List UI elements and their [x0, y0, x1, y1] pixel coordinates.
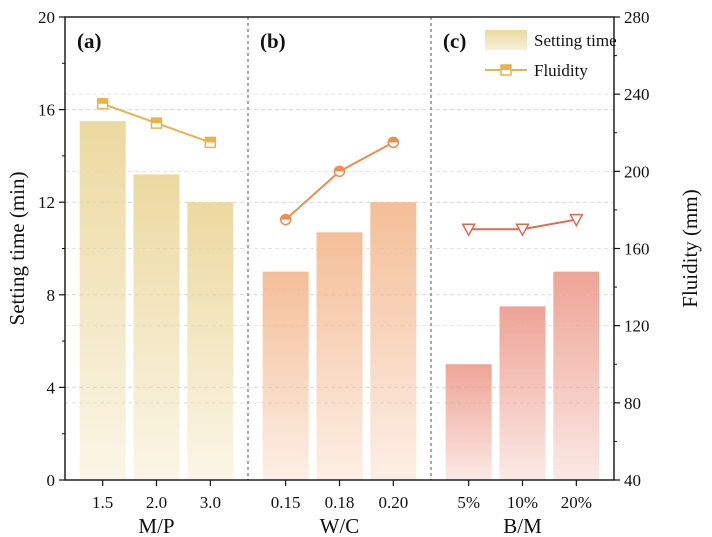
fluidity-marker: [515, 223, 530, 237]
line-layer: [96, 98, 584, 237]
x-axis-label: M/P: [138, 514, 174, 537]
text-layer: 1.5 2.0 3.0 (a) M/P 0.15 0.18 0.20 (b) W/C 5% 10% 20…: [5, 8, 702, 537]
y-right-tick-label: 200: [624, 162, 650, 181]
y-right-axis-label: Fluidity (mm): [678, 189, 702, 307]
x-tick-label: 20%: [561, 493, 592, 512]
bar-setting-time: [370, 202, 417, 480]
bar-setting-time: [499, 306, 546, 480]
y-left-tick-label: 12: [38, 193, 55, 212]
x-tick-label: 0.18: [325, 493, 355, 512]
fluidity-marker-fill: [97, 98, 108, 104]
y-right-tick-label: 160: [624, 240, 650, 259]
fluidity-marker-fill: [280, 214, 291, 220]
y-right-tick-label: 120: [624, 317, 650, 336]
y-right-tick-label: 280: [624, 8, 650, 27]
legend-swatch-setting-time: [485, 30, 527, 50]
legend-label-setting-time: Setting time: [534, 31, 617, 50]
y-left-tick-label: 16: [38, 101, 55, 120]
fluidity-marker-fill: [205, 137, 216, 143]
y-left-tick-label: 0: [47, 471, 56, 490]
bar-setting-time: [187, 202, 234, 480]
x-tick-label: 0.20: [378, 493, 408, 512]
y-right-tick-label: 40: [624, 471, 641, 490]
bar-setting-time: [133, 174, 180, 481]
y-right-tick-label: 240: [624, 85, 650, 104]
legend-marker-fill: [501, 65, 511, 70]
frame-layer: [59, 16, 620, 486]
fluidity-marker-fill: [151, 118, 162, 124]
bar-setting-time: [262, 271, 309, 480]
fluidity-marker: [461, 223, 476, 237]
bar-setting-time: [553, 271, 600, 480]
bar-setting-time: [79, 121, 126, 481]
panel-label: (a): [77, 29, 102, 53]
y-left-tick-label: 4: [47, 378, 56, 397]
y-right-tick-label: 80: [624, 394, 641, 413]
legend: Setting time Fluidity: [485, 30, 617, 80]
y-left-tick-label: 8: [47, 286, 56, 305]
panel-label: (b): [260, 29, 286, 53]
x-tick-label: 2.0: [146, 493, 167, 512]
fluidity-marker-fill: [388, 137, 399, 143]
bar-setting-time: [445, 364, 492, 480]
x-tick-label: 1.5: [92, 493, 113, 512]
fluidity-marker-fill: [334, 166, 345, 172]
panel-label: (c): [443, 29, 466, 53]
x-tick-label: 5%: [457, 493, 480, 512]
bar-setting-time: [316, 232, 363, 480]
x-tick-label: 0.15: [271, 493, 301, 512]
bar-layer: [79, 121, 600, 481]
x-tick-label: 3.0: [200, 493, 221, 512]
x-axis-label: W/C: [320, 514, 360, 537]
x-axis-label: B/M: [503, 514, 542, 537]
y-left-tick-label: 20: [38, 8, 55, 27]
legend-label-fluidity: Fluidity: [534, 61, 588, 80]
x-tick-label: 10%: [507, 493, 538, 512]
fluidity-marker: [569, 213, 584, 228]
y-left-axis-label: Setting time (min): [5, 172, 29, 326]
